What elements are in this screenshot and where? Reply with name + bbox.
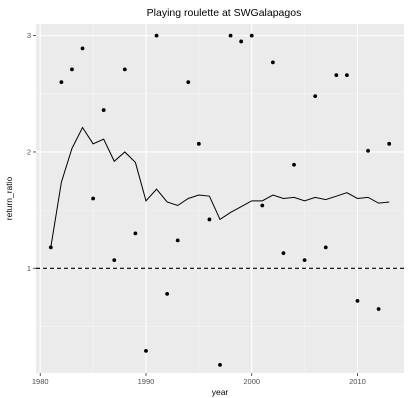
data-point <box>59 80 64 85</box>
data-point <box>70 67 74 72</box>
plot-panel <box>36 24 404 373</box>
data-point <box>355 298 360 303</box>
data-point <box>207 217 212 222</box>
x-axis-title: year <box>212 387 229 397</box>
data-point <box>218 362 222 367</box>
trend-line-group <box>50 126 390 248</box>
y-tick-label: 1 <box>27 264 31 273</box>
y-tick-label: 2 <box>27 148 31 157</box>
data-point <box>122 67 127 72</box>
x-tick-label: 2000 <box>243 377 260 386</box>
data-point <box>101 108 106 112</box>
data-point <box>228 33 233 38</box>
data-point <box>366 148 370 153</box>
chart-title: Playing roulette at SWGalapagos <box>147 7 302 19</box>
data-point <box>165 291 170 296</box>
data-point <box>292 162 296 167</box>
grid-lines <box>36 24 404 373</box>
data-point <box>186 80 191 85</box>
data-point <box>313 94 318 99</box>
x-tick-label: 1990 <box>138 377 155 386</box>
data-point <box>239 39 244 44</box>
data-point <box>48 245 53 250</box>
data-point <box>249 33 254 38</box>
data-point <box>334 73 339 78</box>
data-point <box>281 251 286 256</box>
data-point <box>387 141 392 146</box>
data-point <box>302 258 307 263</box>
x-tick-label: 2010 <box>349 377 366 386</box>
data-point <box>323 245 328 250</box>
data-point <box>80 46 85 51</box>
data-point <box>270 60 275 65</box>
data-point <box>133 231 138 236</box>
x-tick-label: 1980 <box>32 377 49 386</box>
data-point <box>344 73 349 78</box>
data-point <box>91 196 96 201</box>
data-point <box>144 348 148 353</box>
scatter-points <box>48 33 392 367</box>
data-point <box>112 258 117 263</box>
y-axis-title: return_ratio <box>4 176 14 220</box>
data-point <box>196 141 201 146</box>
data-point <box>154 33 159 38</box>
data-point <box>175 238 180 243</box>
axes: 1980 1990 2000 2010 1 2 3 <box>27 31 366 386</box>
trend-line <box>50 126 390 248</box>
data-point <box>260 203 265 208</box>
y-tick-label: 3 <box>27 31 31 40</box>
data-point <box>376 307 381 311</box>
